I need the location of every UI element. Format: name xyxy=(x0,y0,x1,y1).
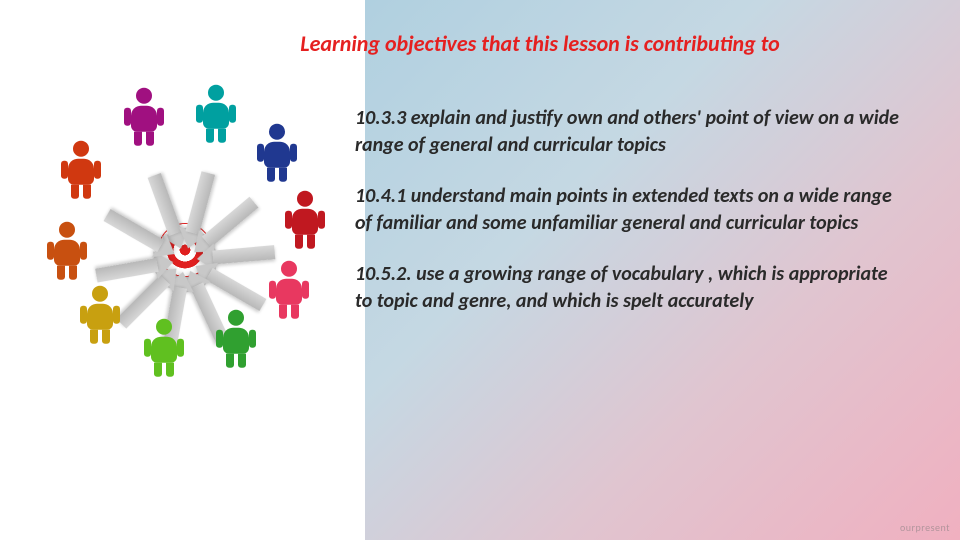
target-figures-illustration xyxy=(20,90,350,410)
person-icon xyxy=(83,286,117,344)
person-icon xyxy=(260,124,294,182)
watermark: ourpresent xyxy=(900,521,950,534)
person-icon xyxy=(147,319,181,377)
learning-objectives: 10.3.3 explain and justify own and other… xyxy=(355,105,900,339)
objective-item: 10.5.2. use a growing range of vocabular… xyxy=(355,261,900,315)
objective-item: 10.4.1 understand main points in extende… xyxy=(355,183,900,237)
objective-item: 10.3.3 explain and justify own and other… xyxy=(355,105,900,159)
person-icon xyxy=(64,141,98,199)
person-icon xyxy=(199,85,233,143)
person-icon xyxy=(50,222,84,280)
person-icon xyxy=(272,261,306,319)
person-icon xyxy=(288,190,322,248)
slide-title: Learning objectives that this lesson is … xyxy=(180,30,900,57)
slide-content: Learning objectives that this lesson is … xyxy=(0,0,960,540)
person-icon xyxy=(219,309,253,367)
person-icon xyxy=(127,88,161,146)
